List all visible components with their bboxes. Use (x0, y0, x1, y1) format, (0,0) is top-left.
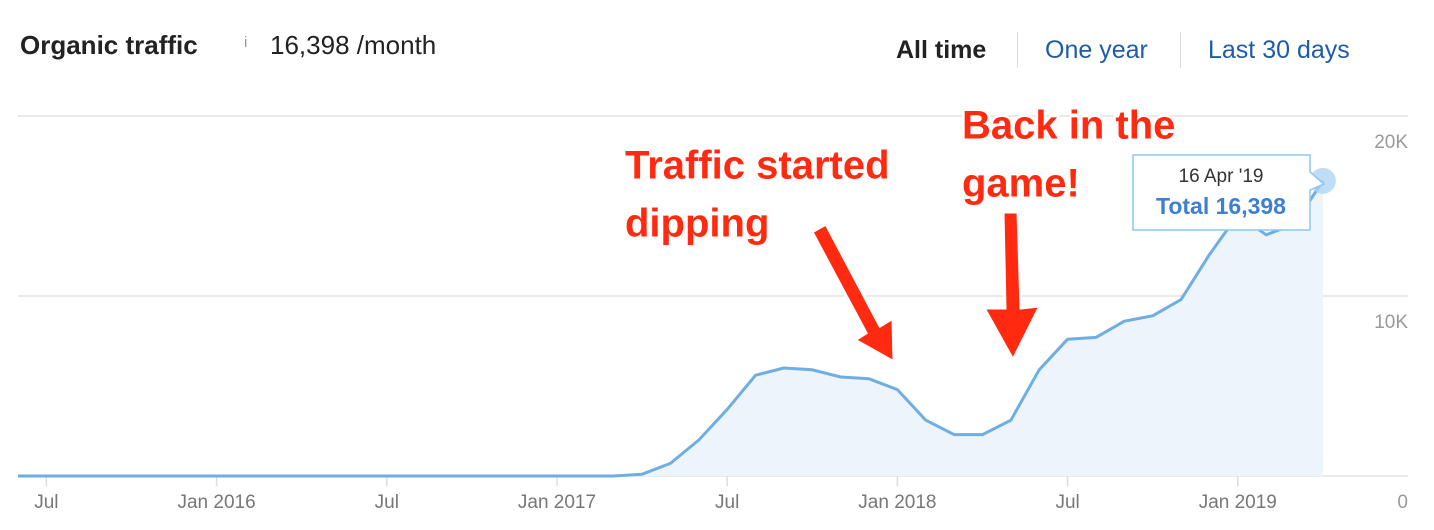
info-icon[interactable]: i (244, 34, 248, 51)
x-tick-label: Jul (1055, 492, 1079, 513)
tooltip-date: 16 Apr '19 (1179, 166, 1264, 187)
arrow (981, 210, 1043, 364)
annotation: Traffic started (625, 144, 890, 188)
unit: /month (356, 30, 437, 60)
separator (1180, 32, 1181, 68)
traffic-value: 16,398 /month (270, 30, 436, 61)
plot: 0 10K 20K Jul Jan 2016 Jul Jan 2017 Jul Jan 2018… (18, 115, 1408, 513)
annotation: game! (962, 162, 1080, 206)
tooltip-label: Total (1156, 193, 1209, 219)
y-tick-label: 0 (1397, 492, 1408, 513)
range-button[interactable]: One year (1045, 36, 1148, 64)
line (18, 179, 1325, 478)
tooltip-value: Total 16,398 (1156, 193, 1286, 219)
x-tick-label: Jul (715, 492, 739, 513)
y-tick-label: 10K (1374, 312, 1408, 333)
y-tick-label: 20K (1374, 132, 1408, 153)
title: Organic traffic (20, 30, 198, 60)
tooltip-box (1132, 154, 1326, 231)
area (18, 180, 1323, 477)
x-tick-label: Jan 2016 (177, 492, 255, 513)
separator (1017, 32, 1018, 68)
x-tick-label: Jan 2019 (1199, 492, 1277, 513)
arrow (809, 221, 896, 365)
annotation: Back in the (962, 104, 1175, 148)
range-button[interactable]: All time (896, 36, 987, 64)
traffic: 16,398 (270, 30, 350, 60)
x-tick-label: Jul (34, 492, 58, 513)
x-tick-label: Jan 2017 (518, 492, 596, 513)
x-tick-label: Jul (375, 492, 399, 513)
tooltip-total: 16,398 (1216, 193, 1287, 219)
annotations: Traffic started dipping Back in the game! (623, 101, 1178, 248)
x-tick-label: Jan 2018 (858, 492, 936, 513)
annotation: dipping (625, 202, 769, 246)
tooltip: 16 Apr '19 Total 16,398 (1132, 154, 1326, 231)
range-button[interactable]: Last 30 days (1208, 36, 1350, 64)
